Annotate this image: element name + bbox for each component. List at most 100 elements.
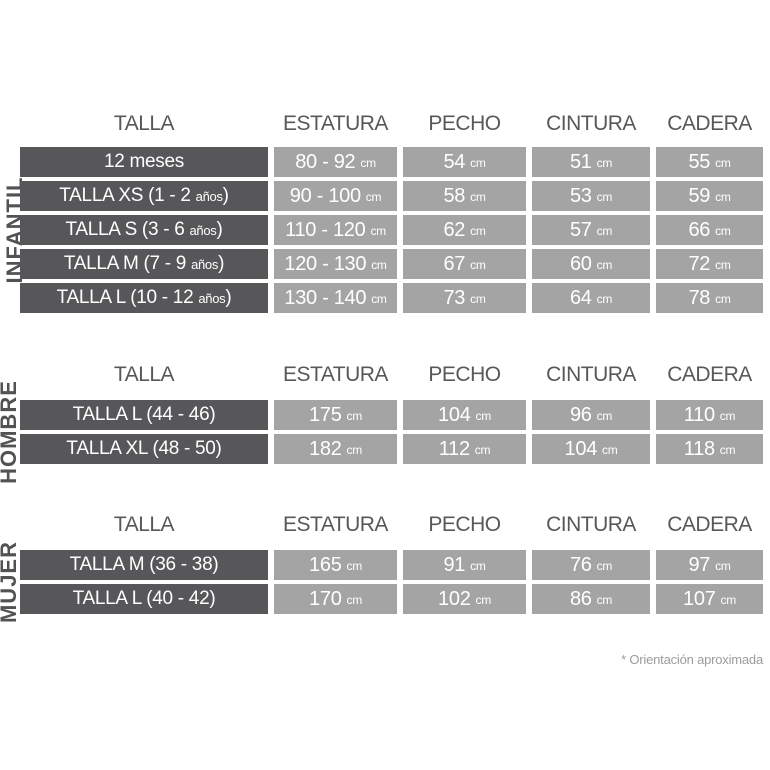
size-label-post-text: )	[225, 287, 232, 308]
column-header-pecho: PECHO	[428, 112, 501, 135]
measure-unit: cm	[596, 409, 613, 423]
measure-value: 54	[443, 150, 466, 173]
section-label-hombre: HOMBRE	[0, 380, 21, 484]
measure-value: 110 - 120	[285, 218, 366, 241]
column-header-cadera: CADERA	[667, 112, 752, 135]
measure-unit: cm	[596, 190, 613, 204]
measure-cell-cintura: 96 cm	[532, 400, 650, 430]
measure-cell-estatura: 175 cm	[274, 400, 397, 430]
measure-unit: cm	[596, 559, 613, 573]
measure-unit: cm	[715, 258, 731, 272]
measure-unit: cm	[371, 258, 387, 272]
measure-value: 170	[309, 587, 342, 610]
measure-cell-pecho: 54 cm	[403, 147, 526, 177]
measure-cell-estatura: 110 - 120 cm	[274, 215, 397, 245]
measure-cell-pecho: 62 cm	[403, 215, 526, 245]
measure-cell-cintura: 57 cm	[532, 215, 650, 245]
measure-value: 104	[564, 437, 598, 460]
measure-value: 97	[688, 553, 711, 576]
measure-value: 57	[569, 218, 592, 241]
measure-value: 66	[688, 218, 711, 241]
measure-value: 130 - 140	[284, 286, 367, 309]
measure-cell-estatura: 182 cm	[274, 434, 397, 464]
measure-value: 80 - 92	[295, 150, 356, 173]
column-header-pecho: PECHO	[428, 363, 501, 386]
size-label-text: TALLA XL (48 - 50)	[66, 438, 222, 459]
measure-cell-cadera: 59 cm	[656, 181, 763, 211]
measure-cell-cadera: 110 cm	[656, 400, 763, 430]
measure-value: 112	[438, 437, 470, 460]
measure-cell-pecho: 112 cm	[403, 434, 526, 464]
measure-unit: cm	[371, 292, 387, 306]
measure-value: 67	[443, 252, 466, 275]
measure-value: 86	[569, 587, 592, 610]
size-label-small-text: años	[195, 188, 223, 204]
column-header-cadera: CADERA	[667, 363, 752, 386]
column-header-estatura: ESTATURA	[283, 112, 388, 135]
measure-cell-cadera: 97 cm	[656, 550, 763, 580]
measure-value: 91	[443, 553, 466, 576]
measure-unit: cm	[715, 224, 731, 238]
column-header-pecho: PECHO	[428, 513, 501, 536]
measure-cell-estatura: 130 - 140 cm	[274, 283, 397, 313]
size-label-text: TALLA XS (1 - 2	[59, 185, 191, 206]
column-header-cintura: CINTURA	[546, 363, 636, 386]
measure-value: 55	[688, 150, 711, 173]
column-header-cintura: CINTURA	[546, 513, 636, 536]
measure-cell-pecho: 58 cm	[403, 181, 526, 211]
size-label-small-text: años	[198, 290, 226, 306]
measure-unit: cm	[719, 409, 736, 423]
measure-unit: cm	[475, 409, 492, 423]
measure-value: 90 - 100	[289, 184, 361, 207]
size-label-text: TALLA S (3 - 6	[65, 219, 185, 240]
measure-value: 78	[688, 286, 711, 309]
measure-unit: cm	[470, 559, 486, 573]
measure-value: 60	[569, 252, 592, 275]
measure-cell-estatura: 120 - 130 cm	[274, 249, 397, 279]
measure-value: 58	[443, 184, 466, 207]
size-label-text: TALLA L (40 - 42)	[72, 588, 216, 609]
measure-unit: cm	[596, 593, 613, 607]
measure-unit: cm	[596, 292, 613, 306]
column-header-talla: TALLA	[113, 363, 175, 386]
measure-unit: cm	[346, 593, 363, 607]
column-header-talla: TALLA	[113, 513, 175, 536]
measure-unit: cm	[715, 156, 731, 170]
measure-cell-cintura: 53 cm	[532, 181, 650, 211]
measure-unit: cm	[365, 190, 382, 204]
measure-value: 53	[569, 184, 592, 207]
measure-unit: cm	[715, 292, 731, 306]
measure-cell-cadera: 107 cm	[656, 584, 763, 614]
measure-value: 104	[438, 403, 471, 426]
measure-value: 62	[443, 218, 466, 241]
column-header-cadera: CADERA	[667, 513, 752, 536]
measure-cell-estatura: 165 cm	[274, 550, 397, 580]
size-label-small-text: años	[191, 256, 219, 272]
measure-unit: cm	[470, 156, 486, 170]
measure-unit: cm	[596, 258, 613, 272]
measure-cell-cadera: 78 cm	[656, 283, 763, 313]
measure-value: 118	[683, 437, 715, 460]
size-label-post-text: )	[218, 253, 225, 274]
infantil-header-row: TALLA ESTATURA PECHO CINTURA CADERA	[20, 110, 763, 138]
measure-unit: cm	[719, 443, 736, 457]
measure-unit: cm	[370, 224, 386, 238]
section-label-mujer: MUJER	[0, 541, 21, 624]
size-label-cell: TALLA M (36 - 38)	[20, 550, 268, 580]
measure-unit: cm	[360, 156, 376, 170]
column-header-estatura: ESTATURA	[283, 513, 388, 536]
measure-value: 59	[688, 184, 711, 207]
measure-cell-estatura: 90 - 100 cm	[274, 181, 397, 211]
measure-cell-pecho: 104 cm	[403, 400, 526, 430]
measure-value: 96	[569, 403, 592, 426]
measure-unit: cm	[470, 292, 486, 306]
size-label-text: TALLA L (10 - 12	[56, 287, 194, 308]
size-label-text: TALLA M (7 - 9	[63, 253, 187, 274]
measure-cell-cadera: 55 cm	[656, 147, 763, 177]
measure-cell-cintura: 76 cm	[532, 550, 650, 580]
measure-unit: cm	[346, 443, 363, 457]
measure-cell-cintura: 104 cm	[532, 434, 650, 464]
measure-unit: cm	[346, 559, 363, 573]
hombre-header-row: TALLA ESTATURA PECHO CINTURA CADERA	[20, 361, 763, 389]
size-label-cell: TALLA XL (48 - 50)	[20, 434, 268, 464]
